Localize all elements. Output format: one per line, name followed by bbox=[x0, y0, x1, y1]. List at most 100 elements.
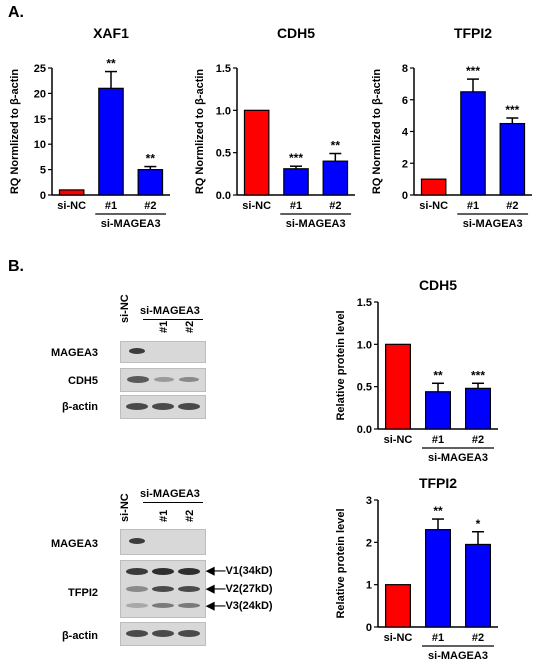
bar bbox=[465, 387, 492, 430]
x-tick-label: #2 bbox=[329, 200, 341, 212]
x-tick-label: #1 bbox=[105, 200, 117, 212]
bar bbox=[499, 122, 526, 196]
lane-group-line bbox=[143, 502, 203, 503]
y-tick-label: 0.5 bbox=[357, 382, 372, 394]
bar bbox=[460, 91, 486, 196]
y-tick-label: 3 bbox=[366, 495, 372, 507]
significance-label: ** bbox=[106, 57, 116, 71]
x-tick-label: si-NC bbox=[242, 200, 271, 212]
y-tick-label: 0.5 bbox=[216, 148, 231, 160]
lane-label-si-nc: si-NC bbox=[119, 294, 131, 323]
chart-title: CDH5 bbox=[277, 25, 315, 41]
x-tick-label: #2 bbox=[144, 200, 156, 212]
panel-a-label: A. bbox=[8, 4, 24, 21]
y-tick-label: 2 bbox=[366, 537, 372, 549]
y-tick-label: 5 bbox=[40, 165, 46, 177]
y-axis-label: RQ Normlized to β-actin bbox=[9, 69, 21, 195]
significance-label: * bbox=[476, 517, 481, 531]
chart-title: TFPI2 bbox=[454, 25, 492, 41]
lane-label-1: #1 bbox=[158, 509, 170, 522]
x-tick-label: #2 bbox=[472, 632, 484, 644]
bar bbox=[283, 168, 309, 196]
y-tick-label: 0.0 bbox=[357, 424, 372, 436]
significance-label: ** bbox=[433, 504, 443, 518]
y-tick-label: 2 bbox=[402, 158, 408, 170]
bar bbox=[424, 529, 451, 628]
blot-strip bbox=[120, 341, 206, 363]
blot-row-label: MAGEA3 bbox=[50, 347, 98, 359]
blot-row-label: MAGEA3 bbox=[50, 538, 98, 550]
western-blot-bottom: si-NC si-MAGEA3 #1 #2 MAGEA3 TFPI2 ◀—V1(… bbox=[0, 482, 320, 652]
blot-strip bbox=[120, 622, 206, 646]
bar bbox=[424, 391, 451, 430]
x-tick-label: si-NC bbox=[384, 632, 413, 644]
y-axis-label: Relative protein level bbox=[335, 508, 347, 618]
lane-label-2: #2 bbox=[184, 320, 196, 333]
chart-tfpi2-rq: TFPI2 RQ Normlized to β-actin 0 2 4 6 8 si-NC **… bbox=[371, 25, 532, 230]
group-label: si-MAGEA3 bbox=[101, 218, 161, 230]
group-label: si-MAGEA3 bbox=[286, 218, 346, 230]
chart-cdh5-protein: CDH5 Relative protein level 0.0 0.5 1.0 1.5 si… bbox=[335, 277, 498, 464]
y-tick-label: 1.0 bbox=[357, 339, 372, 351]
bar bbox=[384, 584, 411, 628]
chart-cdh5-rq: CDH5 RQ Normlized to β-actin 0.0 0.5 1.0 1.5 s… bbox=[194, 25, 355, 230]
significance-label: *** bbox=[289, 151, 303, 165]
y-tick-label: 0 bbox=[402, 190, 408, 202]
x-tick-label: si-NC bbox=[57, 200, 86, 212]
lane-group-label: si-MAGEA3 bbox=[140, 305, 200, 317]
blot-row-label: β-actin bbox=[61, 630, 98, 642]
bar bbox=[58, 189, 85, 196]
variant-arrow-label: ◀—V2(27kD) bbox=[206, 583, 273, 595]
bar bbox=[137, 169, 164, 196]
blot-strip bbox=[120, 368, 206, 392]
bar bbox=[420, 178, 447, 196]
chart-title: CDH5 bbox=[419, 277, 457, 293]
x-tick-label: #1 bbox=[432, 632, 444, 644]
significance-label: ** bbox=[146, 152, 156, 166]
lane-label-1: #1 bbox=[158, 320, 170, 333]
blot-row-label: β-actin bbox=[61, 401, 98, 413]
y-tick-label: 4 bbox=[402, 127, 409, 139]
blot-strip bbox=[120, 529, 206, 555]
group-label: si-MAGEA3 bbox=[428, 650, 488, 662]
group-label: si-MAGEA3 bbox=[463, 218, 523, 230]
y-tick-label: 15 bbox=[34, 114, 46, 126]
significance-label: ** bbox=[331, 139, 341, 153]
x-tick-label: #1 bbox=[432, 434, 444, 446]
western-blot-top: si-NC si-MAGEA3 #1 #2 MAGEA3 CDH5 β-acti… bbox=[0, 294, 320, 430]
y-tick-label: 1.0 bbox=[216, 105, 231, 117]
significance-label: *** bbox=[471, 368, 485, 382]
y-tick-label: 1.5 bbox=[357, 297, 372, 309]
x-tick-label: si-NC bbox=[419, 200, 448, 212]
variant-arrow-label: ◀—V1(34kD) bbox=[206, 565, 273, 577]
lane-label-2: #2 bbox=[184, 509, 196, 522]
bar bbox=[322, 160, 349, 196]
y-tick-label: 8 bbox=[402, 63, 408, 75]
panel-b-label: B. bbox=[8, 258, 24, 275]
bar bbox=[465, 543, 492, 628]
x-tick-label: #2 bbox=[472, 434, 484, 446]
y-tick-label: 6 bbox=[402, 95, 408, 107]
blot-row-label: TFPI2 bbox=[68, 587, 98, 599]
lane-group-line bbox=[143, 319, 203, 320]
y-tick-label: 0.0 bbox=[216, 190, 231, 202]
x-tick-label: si-NC bbox=[384, 434, 413, 446]
bar bbox=[98, 87, 124, 196]
x-tick-label: #1 bbox=[467, 200, 479, 212]
blot-strip bbox=[120, 560, 206, 618]
significance-label: *** bbox=[505, 103, 519, 117]
variant-arrow-label: ◀—V3(24kD) bbox=[206, 600, 273, 612]
bar bbox=[384, 343, 411, 430]
group-label: si-MAGEA3 bbox=[428, 452, 488, 464]
x-tick-label: #1 bbox=[290, 200, 302, 212]
chart-tfpi2-protein: TFPI2 Relative protein level 0 1 2 3 si-NC ** #1… bbox=[335, 475, 498, 662]
y-tick-label: 1.5 bbox=[216, 63, 231, 75]
lane-label-si-nc: si-NC bbox=[119, 493, 131, 522]
y-axis-label: RQ Normlized to β-actin bbox=[371, 69, 383, 195]
y-tick-label: 10 bbox=[34, 139, 46, 151]
chart-title: TFPI2 bbox=[419, 475, 457, 491]
x-tick-label: #2 bbox=[506, 200, 518, 212]
significance-label: *** bbox=[466, 64, 480, 78]
y-axis-label: Relative protein level bbox=[335, 310, 347, 420]
lane-group-label: si-MAGEA3 bbox=[140, 488, 200, 500]
